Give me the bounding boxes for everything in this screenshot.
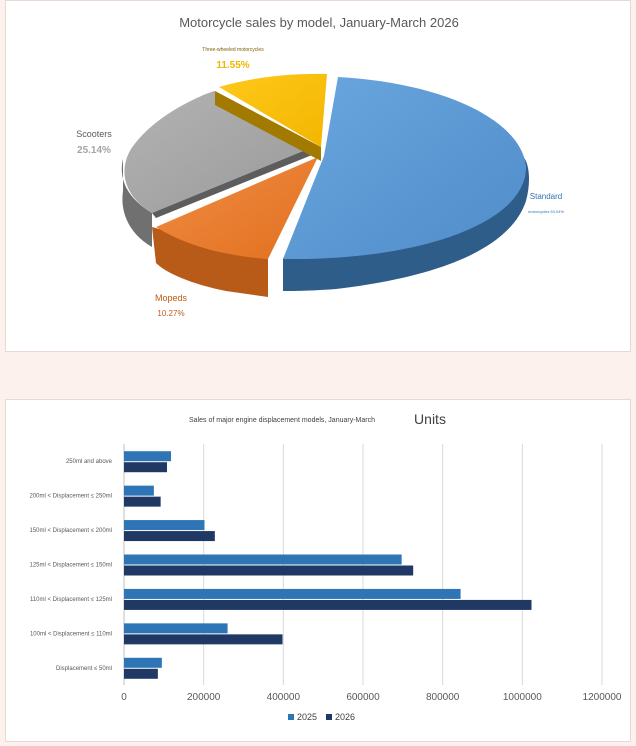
category-label: Displacement ≤ 50ml xyxy=(56,666,112,672)
mopeds-percent: 10.27% xyxy=(157,309,184,318)
category-label: 200ml < Displacement ≤ 250ml xyxy=(30,494,113,500)
bar-chart-unit-label: Units xyxy=(414,411,446,427)
pie-slice-three-wheeled-top[interactable] xyxy=(219,73,327,147)
bar-chart-x-tick-labels: 0 200000 400000 600000 800000 1000000 1200000 xyxy=(121,692,622,703)
x-tick-label: 800000 xyxy=(426,692,460,703)
bar-2025 xyxy=(124,554,402,565)
three-wheeled-label: Three-wheeled motorcycles xyxy=(202,47,264,53)
category-label: 110ml < Displacement ≤ 125ml xyxy=(30,597,112,603)
x-tick-label: 400000 xyxy=(267,692,301,703)
x-tick-label: 1200000 xyxy=(583,692,622,703)
pie-chart-panel: Motorcycle sales by model, January-March… xyxy=(5,0,631,352)
x-tick-label: 0 xyxy=(121,692,127,703)
bar-chart-panel: Sales of major engine displacement model… xyxy=(5,399,631,742)
scooters-label: Scooters xyxy=(76,129,112,139)
bar-chart-bars xyxy=(124,451,532,679)
pie-chart: Motorcycle sales by model, January-March… xyxy=(76,15,564,318)
bar-2026 xyxy=(124,599,532,610)
standard-sublabel: motorcycles 53.04% xyxy=(528,209,564,214)
bar-2026 xyxy=(124,668,158,679)
x-tick-label: 200000 xyxy=(187,692,221,703)
legend-swatch-2025 xyxy=(288,714,294,720)
three-wheeled-percent: 11.55% xyxy=(216,60,249,71)
standard-label: Standard xyxy=(530,192,562,201)
bar-2026 xyxy=(124,496,161,507)
category-label: 125ml < Displacement ≤ 150ml xyxy=(30,563,113,569)
bar-chart: Sales of major engine displacement model… xyxy=(30,411,622,722)
x-tick-label: 1000000 xyxy=(503,692,542,703)
bar-2025 xyxy=(124,623,228,634)
scooters-percent: 25.14% xyxy=(77,145,111,156)
legend-label: 2026 xyxy=(335,712,355,722)
bar-2026 xyxy=(124,565,414,576)
pie-slice-mopeds-top[interactable] xyxy=(156,157,318,259)
bar-2025 xyxy=(124,588,461,599)
bar-2025 xyxy=(124,451,172,462)
bar-2026 xyxy=(124,531,215,542)
pie-chart-title: Motorcycle sales by model, January-March… xyxy=(179,15,459,30)
mopeds-label: Mopeds xyxy=(155,293,188,303)
bar-chart-title: Sales of major engine displacement model… xyxy=(189,417,375,424)
category-label: 100ml < Displacement ≤ 110ml xyxy=(30,631,112,637)
pie-slice-scooters-edge xyxy=(152,147,317,218)
legend-swatch-2026 xyxy=(326,714,332,720)
bar-chart-category-labels: 250ml and above 200ml < Displacement ≤ 25… xyxy=(30,459,113,672)
x-tick-label: 600000 xyxy=(346,692,380,703)
legend-label: 2025 xyxy=(297,712,317,722)
bar-chart-legend: 2025 2026 xyxy=(288,712,355,722)
category-label: 150ml < Displacement ≤ 200ml xyxy=(30,528,113,534)
bar-2026 xyxy=(124,634,283,645)
bar-2025 xyxy=(124,657,162,668)
bar-2025 xyxy=(124,485,154,496)
pie-slice-three-wheeled-side xyxy=(215,91,321,161)
bar-2025 xyxy=(124,520,205,531)
bar-2026 xyxy=(124,462,168,473)
category-label: 250ml and above xyxy=(66,459,113,465)
pie-slice-mopeds-side xyxy=(152,227,268,297)
pie-slice-scooters-side xyxy=(121,159,152,247)
pie-slice-standard-top[interactable] xyxy=(283,77,527,259)
